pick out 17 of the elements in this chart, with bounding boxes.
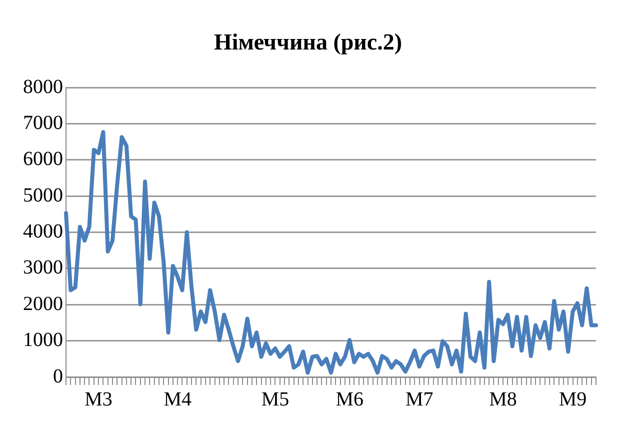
x-tick-label: M6 (336, 388, 364, 410)
y-tick-label: 0 (53, 365, 63, 388)
y-tick-label: 7000 (23, 112, 63, 134)
x-tick-label: M8 (489, 388, 517, 410)
y-tick-label: 8000 (23, 76, 63, 98)
y-tick-label: 1000 (23, 329, 63, 352)
y-tick-label: 6000 (23, 148, 63, 170)
y-tick-label: 5000 (23, 184, 63, 206)
x-tick-label: M9 (558, 388, 587, 410)
x-tick-label: M4 (164, 388, 192, 410)
x-tick-label: M5 (261, 388, 290, 410)
chart-title: Німеччина (рис.2) (214, 30, 402, 55)
x-tick-label: M3 (84, 388, 112, 410)
x-tick-label: M7 (405, 388, 434, 410)
y-tick-label: 2000 (23, 292, 63, 315)
y-tick-label: 4000 (23, 220, 63, 243)
y-tick-label: 3000 (23, 256, 63, 279)
